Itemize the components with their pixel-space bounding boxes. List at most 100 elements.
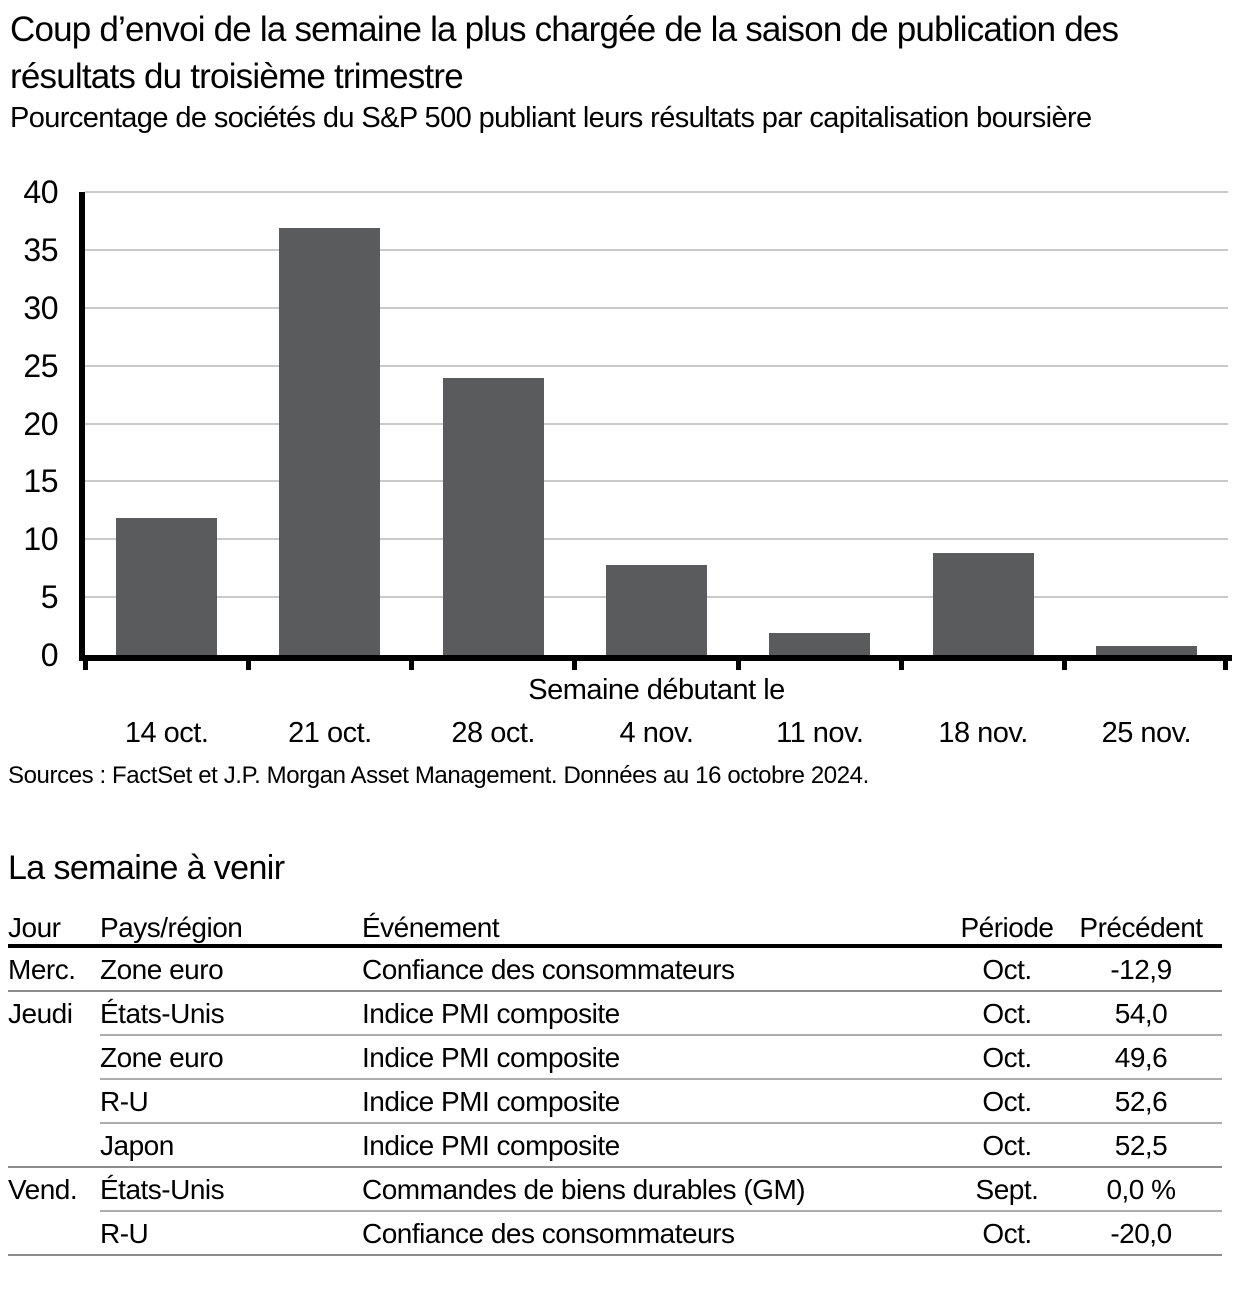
x-axis-tick xyxy=(572,655,578,670)
table-row: R-U Confiance des consommateurs Oct. -20,0 xyxy=(8,1212,1222,1256)
gridline-20 xyxy=(85,422,1228,425)
x-axis-tick xyxy=(1222,655,1228,670)
cell-previous: 52,6 xyxy=(1114,1086,1168,1117)
gridline-10 xyxy=(85,538,1228,541)
cell-region: États-Unis xyxy=(100,998,225,1029)
column-header-5: Précédent xyxy=(1079,912,1203,943)
y-tick-label-30: 30 xyxy=(23,289,58,326)
table-row: Zone euro Indice PMI composite Oct. 49,6 xyxy=(8,1036,1222,1080)
bar-4nov xyxy=(606,564,707,655)
y-tick-label-10: 10 xyxy=(23,521,58,558)
x-axis-tick xyxy=(82,655,88,670)
cell-region: R-U xyxy=(100,1086,149,1117)
column-header-1: Jour xyxy=(8,912,61,943)
plot-area xyxy=(79,191,1232,670)
bar-14oct xyxy=(116,518,218,655)
cell-event: Indice PMI composite xyxy=(362,1086,620,1117)
row-separator xyxy=(8,1166,1222,1168)
cell-region: Zone euro xyxy=(100,1042,224,1073)
x-tick-label-7: 25 nov. xyxy=(1101,717,1192,749)
row-separator xyxy=(100,1122,1222,1124)
cell-event: Confiance des consommateurs xyxy=(362,1218,735,1249)
bar-chart: Semaine débutant le 0 5 10 15 20 25 30 35 40 14 o… xyxy=(0,165,1245,765)
table-row: Jeudi États-Unis Indice PMI composite Oct. 5… xyxy=(8,992,1222,1036)
table-header-row: Jour Pays/région Événement Période Précédent xyxy=(8,900,1222,948)
column-header-4: Période xyxy=(960,912,1054,943)
x-tick-label-1: 14 oct. xyxy=(124,717,209,749)
x-axis-tick xyxy=(409,655,415,670)
y-tick-label-0: 0 xyxy=(40,637,59,673)
x-axis-tick xyxy=(1062,655,1068,670)
cell-previous: 54,0 xyxy=(1114,998,1168,1029)
cell-period: Oct. xyxy=(982,998,1032,1029)
cell-period: Sept. xyxy=(975,1174,1039,1205)
x-axis-tick xyxy=(735,655,741,670)
cell-previous: -20,0 xyxy=(1110,1218,1172,1249)
cell-previous: 49,6 xyxy=(1114,1042,1168,1073)
y-tick-label-20: 20 xyxy=(23,405,58,442)
y-tick-label-35: 35 xyxy=(23,231,58,268)
gridline-25 xyxy=(85,364,1228,367)
y-axis-line xyxy=(79,192,85,661)
x-axis-tick xyxy=(245,655,251,670)
table-row: Japon Indice PMI composite Oct. 52,5 xyxy=(8,1124,1222,1168)
events-table: Jour Pays/région Événement Période Précédent… xyxy=(8,900,1222,1256)
bar-28oct xyxy=(442,378,544,655)
x-tick-label-6: 18 nov. xyxy=(938,717,1028,749)
table-body: Merc. Zone euro Confiance des consommateur… xyxy=(8,948,1222,1256)
cell-day: Merc. xyxy=(8,954,76,985)
cell-region: R-U xyxy=(100,1218,149,1249)
cell-period: Oct. xyxy=(982,1218,1032,1249)
chart-subtitle: Pourcentage de sociétés du S&P 500 publi… xyxy=(10,102,1092,134)
cell-previous: 52,5 xyxy=(1114,1130,1168,1161)
cell-event: Indice PMI composite xyxy=(362,998,620,1029)
x-axis-line xyxy=(79,655,1232,661)
bar-25nov xyxy=(1095,645,1197,655)
x-axis-title: Semaine débutant le xyxy=(528,674,785,706)
cell-period: Oct. xyxy=(982,1086,1032,1117)
row-separator xyxy=(8,1254,1222,1256)
y-tick-label-40: 40 xyxy=(23,174,58,210)
y-tick-label-5: 5 xyxy=(40,579,59,616)
gridline-40 xyxy=(85,191,1228,193)
gridline-35 xyxy=(85,248,1228,251)
x-tick-label-4: 4 nov. xyxy=(619,717,694,749)
row-separator xyxy=(8,990,1222,992)
cell-event: Indice PMI composite xyxy=(362,1130,620,1161)
column-header-2: Pays/région xyxy=(100,912,243,943)
gridline-30 xyxy=(85,306,1228,309)
cell-event: Confiance des consommateurs xyxy=(362,954,735,985)
cell-period: Oct. xyxy=(982,1130,1032,1161)
source-note: Sources : FactSet et J.P. Morgan Asset M… xyxy=(8,762,869,789)
y-tick-label-15: 15 xyxy=(23,463,58,500)
row-separator xyxy=(100,1034,1222,1036)
x-tick-label-3: 28 oct. xyxy=(451,717,535,749)
y-tick-label-25: 25 xyxy=(23,347,58,384)
cell-region: Zone euro xyxy=(100,954,224,985)
gridline-15 xyxy=(85,480,1228,483)
table-row: Vend. États-Unis Commandes de biens durabl… xyxy=(8,1168,1222,1212)
cell-region: Japon xyxy=(100,1130,174,1161)
bar-18nov xyxy=(932,553,1034,655)
table-row: Merc. Zone euro Confiance des consommateur… xyxy=(8,948,1222,992)
cell-day: Vend. xyxy=(8,1174,78,1205)
x-tick-label-5: 11 nov. xyxy=(776,717,864,749)
cell-region: États-Unis xyxy=(100,1174,225,1205)
bar-11nov xyxy=(769,633,871,655)
bar-21oct xyxy=(279,227,381,655)
cell-event: Indice PMI composite xyxy=(362,1042,620,1073)
x-tick-label-2: 21 oct. xyxy=(288,717,372,749)
cell-period: Oct. xyxy=(982,1042,1032,1073)
cell-period: Oct. xyxy=(982,954,1032,985)
chart-title: Coup d’envoi de la semaine la plus charg… xyxy=(10,10,1119,96)
cell-day: Jeudi xyxy=(8,998,73,1029)
table-row: R-U Indice PMI composite Oct. 52,6 xyxy=(8,1080,1222,1124)
cell-previous: 0,0 % xyxy=(1106,1174,1176,1205)
cell-event: Commandes de biens durables (GM) xyxy=(362,1174,806,1205)
row-separator xyxy=(100,1078,1222,1080)
table-title: La semaine à venir xyxy=(8,849,285,887)
x-axis-tick xyxy=(898,655,904,670)
row-separator xyxy=(100,1210,1222,1212)
column-header-3: Événement xyxy=(362,912,500,943)
